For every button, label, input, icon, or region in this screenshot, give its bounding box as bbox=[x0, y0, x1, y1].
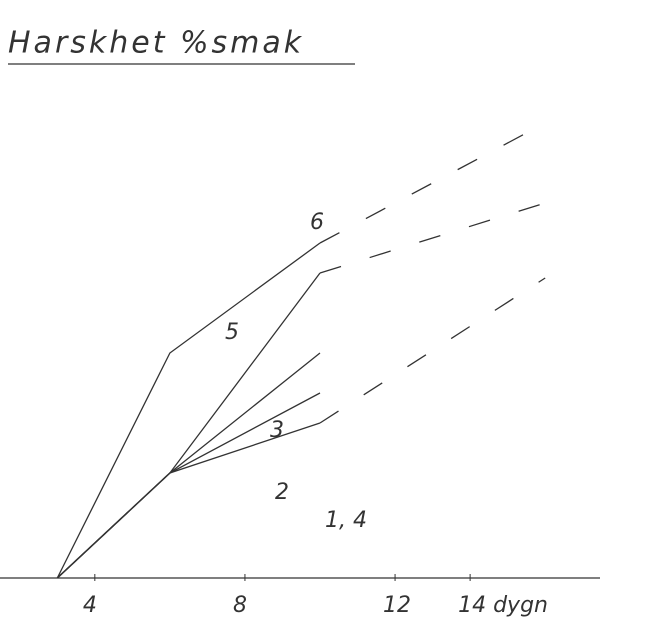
line-label: 2 bbox=[275, 480, 289, 505]
line-projection bbox=[320, 278, 545, 423]
x-tick-label: 4 bbox=[83, 593, 97, 618]
line-solid bbox=[57, 353, 320, 578]
line-projection bbox=[320, 123, 545, 243]
chart: Harskhet %smak 481214 dygn65321, 4 bbox=[0, 0, 645, 630]
line-projection bbox=[320, 203, 545, 273]
x-tick-label: 12 bbox=[383, 593, 411, 618]
x-tick-label: 14 dygn bbox=[458, 593, 548, 618]
line-label: 6 bbox=[310, 210, 324, 235]
page: {"chart_data": {"type": "line", "title":… bbox=[0, 0, 645, 630]
x-tick-label: 8 bbox=[233, 593, 247, 618]
line-label: 1, 4 bbox=[325, 508, 367, 533]
chart-title: Harskhet %smak bbox=[8, 26, 304, 61]
line-label: 5 bbox=[225, 320, 239, 345]
line-solid bbox=[57, 243, 320, 578]
